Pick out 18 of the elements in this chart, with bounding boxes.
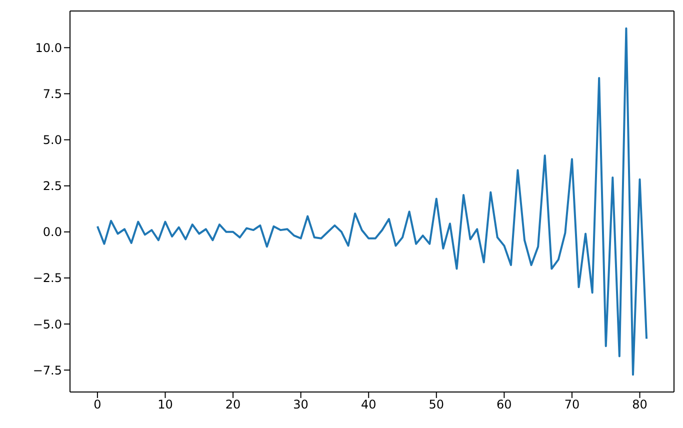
y-tick-label: 5.0 xyxy=(42,133,62,148)
y-tick-label: −2.5 xyxy=(32,271,62,286)
y-tick-label: 10.0 xyxy=(35,40,62,55)
y-tick-label: 0.0 xyxy=(42,225,62,240)
x-tick-label: 50 xyxy=(428,398,444,412)
x-tick-label: 10 xyxy=(158,398,173,412)
y-tick-label: −5.0 xyxy=(32,317,62,332)
x-tick-label: 20 xyxy=(225,398,241,412)
y-tick-label: −7.5 xyxy=(32,363,62,378)
line-series xyxy=(96,27,648,376)
x-tick-label: 40 xyxy=(360,398,376,412)
y-tick-label: 7.5 xyxy=(42,86,62,101)
x-tick-label: 70 xyxy=(564,398,580,412)
y-tick-label: 2.5 xyxy=(42,179,62,194)
x-tick-label: 30 xyxy=(293,398,308,412)
x-tick-label: 60 xyxy=(496,398,512,412)
x-tick-label: 80 xyxy=(632,398,648,412)
x-tick-label: 0 xyxy=(94,398,102,412)
